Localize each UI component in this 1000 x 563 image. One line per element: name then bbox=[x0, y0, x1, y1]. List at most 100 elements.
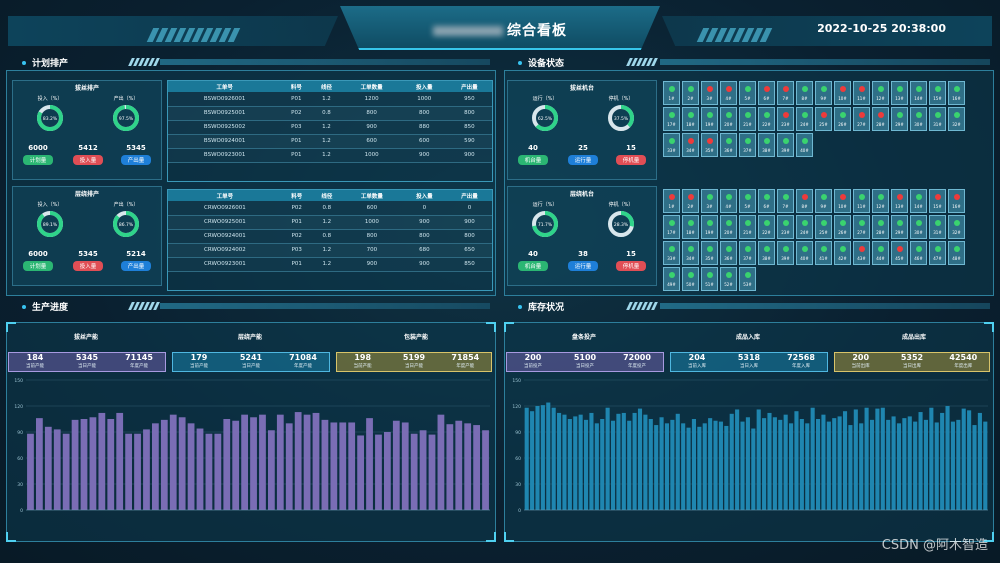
machine-tile[interactable]: 22# bbox=[758, 107, 775, 131]
machine-tile[interactable]: 45# bbox=[891, 241, 908, 265]
machine-tile[interactable]: 30# bbox=[910, 107, 927, 131]
machine-tile[interactable]: 4# bbox=[720, 81, 737, 105]
table-row[interactable]: BSWO0923001 P01 1.2 1000 900 900 bbox=[168, 148, 492, 163]
machine-tile[interactable]: 31# bbox=[929, 215, 946, 239]
machine-tile[interactable]: 37# bbox=[739, 241, 756, 265]
machine-tile[interactable]: 23# bbox=[777, 107, 794, 131]
machine-tile[interactable]: 14# bbox=[910, 189, 927, 213]
machine-tile[interactable]: 7# bbox=[777, 81, 794, 105]
table-row[interactable]: CRWO0923001 P01 1.2 900 900 850 bbox=[168, 257, 492, 272]
machine-tile[interactable]: 6# bbox=[758, 81, 775, 105]
machine-tile[interactable]: 39# bbox=[777, 241, 794, 265]
machine-tile[interactable]: 49# bbox=[663, 267, 680, 291]
table-row[interactable]: CRWO0926001 P02 0.8 600 0 0 bbox=[168, 201, 492, 216]
machine-tile[interactable]: 43# bbox=[853, 241, 870, 265]
machine-tile[interactable]: 26# bbox=[834, 107, 851, 131]
machine-tile[interactable]: 50# bbox=[682, 267, 699, 291]
machine-tile[interactable]: 35# bbox=[701, 241, 718, 265]
machine-tile[interactable]: 8# bbox=[796, 189, 813, 213]
machine-tile[interactable]: 34# bbox=[682, 133, 699, 157]
table-row[interactable]: CRWO0925001 P01 1.2 1000 900 900 bbox=[168, 215, 492, 230]
machine-tile[interactable]: 21# bbox=[739, 107, 756, 131]
machine-tile[interactable]: 17# bbox=[663, 215, 680, 239]
machine-tile[interactable]: 28# bbox=[872, 107, 889, 131]
machine-tile[interactable]: 30# bbox=[910, 215, 927, 239]
machine-tile[interactable]: 32# bbox=[948, 107, 965, 131]
machine-tile[interactable]: 37# bbox=[739, 133, 756, 157]
machine-tile[interactable]: 21# bbox=[739, 215, 756, 239]
machine-tile[interactable]: 23# bbox=[777, 215, 794, 239]
machine-tile[interactable]: 16# bbox=[948, 189, 965, 213]
table-row[interactable]: BSWO0924001 P01 1.2 600 600 590 bbox=[168, 134, 492, 149]
machine-tile[interactable]: 7# bbox=[777, 189, 794, 213]
machine-tile[interactable]: 44# bbox=[872, 241, 889, 265]
machine-tile[interactable]: 38# bbox=[758, 133, 775, 157]
machine-tile[interactable]: 19# bbox=[701, 215, 718, 239]
machine-tile[interactable]: 32# bbox=[948, 215, 965, 239]
machine-tile[interactable]: 20# bbox=[720, 107, 737, 131]
machine-tile[interactable]: 27# bbox=[853, 215, 870, 239]
machine-tile[interactable]: 4# bbox=[720, 189, 737, 213]
machine-tile[interactable]: 25# bbox=[815, 215, 832, 239]
machine-tile[interactable]: 35# bbox=[701, 133, 718, 157]
machine-tile[interactable]: 38# bbox=[758, 241, 775, 265]
machine-tile[interactable]: 5# bbox=[739, 189, 756, 213]
machine-tile[interactable]: 18# bbox=[682, 215, 699, 239]
machine-tile[interactable]: 40# bbox=[796, 241, 813, 265]
machine-tile[interactable]: 18# bbox=[682, 107, 699, 131]
machine-tile[interactable]: 9# bbox=[815, 189, 832, 213]
machine-tile[interactable]: 2# bbox=[682, 81, 699, 105]
machine-tile[interactable]: 24# bbox=[796, 107, 813, 131]
machine-tile[interactable]: 48# bbox=[948, 241, 965, 265]
machine-tile[interactable]: 2# bbox=[682, 189, 699, 213]
machine-tile[interactable]: 11# bbox=[853, 81, 870, 105]
table-row[interactable]: BSWO0925002 P03 1.2 900 880 850 bbox=[168, 120, 492, 135]
machine-tile[interactable]: 3# bbox=[701, 189, 718, 213]
table-row[interactable]: CRWO0924002 P03 1.2 700 680 650 bbox=[168, 243, 492, 258]
machine-tile[interactable]: 24# bbox=[796, 215, 813, 239]
machine-tile[interactable]: 39# bbox=[777, 133, 794, 157]
machine-tile[interactable]: 10# bbox=[834, 189, 851, 213]
machine-tile[interactable]: 33# bbox=[663, 133, 680, 157]
table-row[interactable]: BSWO0926001 P01 1.2 1200 1000 950 bbox=[168, 92, 492, 107]
table-row[interactable]: BSWO0925001 P02 0.8 800 800 800 bbox=[168, 106, 492, 121]
machine-tile[interactable]: 6# bbox=[758, 189, 775, 213]
machine-tile[interactable]: 20# bbox=[720, 215, 737, 239]
machine-tile[interactable]: 34# bbox=[682, 241, 699, 265]
machine-tile[interactable]: 29# bbox=[891, 215, 908, 239]
machine-tile[interactable]: 28# bbox=[872, 215, 889, 239]
machine-tile[interactable]: 42# bbox=[834, 241, 851, 265]
machine-tile[interactable]: 8# bbox=[796, 81, 813, 105]
machine-tile[interactable]: 16# bbox=[948, 81, 965, 105]
machine-tile[interactable]: 12# bbox=[872, 81, 889, 105]
machine-tile[interactable]: 22# bbox=[758, 215, 775, 239]
machine-tile[interactable]: 12# bbox=[872, 189, 889, 213]
machine-tile[interactable]: 33# bbox=[663, 241, 680, 265]
machine-tile[interactable]: 25# bbox=[815, 107, 832, 131]
machine-tile[interactable]: 47# bbox=[929, 241, 946, 265]
machine-tile[interactable]: 3# bbox=[701, 81, 718, 105]
machine-tile[interactable]: 36# bbox=[720, 133, 737, 157]
machine-tile[interactable]: 13# bbox=[891, 81, 908, 105]
machine-tile[interactable]: 53# bbox=[739, 267, 756, 291]
machine-tile[interactable]: 27# bbox=[853, 107, 870, 131]
machine-tile[interactable]: 17# bbox=[663, 107, 680, 131]
machine-tile[interactable]: 52# bbox=[720, 267, 737, 291]
machine-tile[interactable]: 10# bbox=[834, 81, 851, 105]
machine-tile[interactable]: 13# bbox=[891, 189, 908, 213]
machine-tile[interactable]: 29# bbox=[891, 107, 908, 131]
machine-tile[interactable]: 40# bbox=[796, 133, 813, 157]
machine-tile[interactable]: 51# bbox=[701, 267, 718, 291]
table-row[interactable]: CRWO0924001 P02 0.8 800 800 800 bbox=[168, 229, 492, 244]
machine-tile[interactable]: 1# bbox=[663, 81, 680, 105]
machine-tile[interactable]: 9# bbox=[815, 81, 832, 105]
machine-tile[interactable]: 36# bbox=[720, 241, 737, 265]
machine-tile[interactable]: 5# bbox=[739, 81, 756, 105]
machine-tile[interactable]: 11# bbox=[853, 189, 870, 213]
machine-tile[interactable]: 15# bbox=[929, 189, 946, 213]
machine-tile[interactable]: 26# bbox=[834, 215, 851, 239]
machine-tile[interactable]: 41# bbox=[815, 241, 832, 265]
machine-tile[interactable]: 1# bbox=[663, 189, 680, 213]
machine-tile[interactable]: 14# bbox=[910, 81, 927, 105]
machine-tile[interactable]: 46# bbox=[910, 241, 927, 265]
